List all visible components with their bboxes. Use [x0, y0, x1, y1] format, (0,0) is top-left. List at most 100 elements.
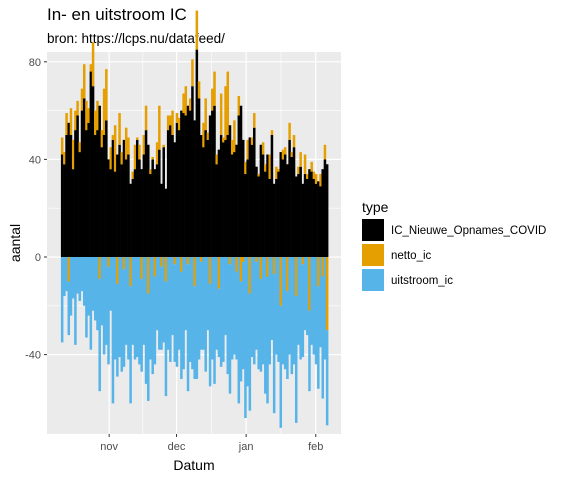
bar-netto_ic: [74, 110, 77, 131]
bar-netto_ic: [138, 144, 141, 160]
bar-netto_ic: [82, 64, 86, 99]
bar-uitstroom_ic: [182, 257, 185, 370]
bar-netto_ic: [292, 135, 296, 148]
bar-uitstroom_ic: [98, 278, 101, 392]
bar-netto_ic: [253, 113, 256, 128]
bar-IC_Nieuwe_Opnames_COVID: [228, 125, 232, 258]
bar-IC_Nieuwe_Opnames_COVID: [67, 122, 71, 257]
bar-uitstroom_ic: [230, 257, 234, 360]
bar-netto_ic: [122, 257, 126, 270]
bar-uitstroom_ic: [122, 269, 126, 367]
bar-netto_ic: [191, 59, 194, 87]
bar-IC_Nieuwe_Opnames_COVID: [325, 164, 329, 257]
bar-uitstroom_ic: [82, 257, 86, 306]
bar-IC_Nieuwe_Opnames_COVID: [63, 164, 66, 257]
bar-IC_Nieuwe_Opnames_COVID: [317, 181, 320, 257]
bar-netto_ic: [277, 169, 280, 172]
bar-uitstroom_ic: [319, 257, 322, 348]
bar-IC_Nieuwe_Opnames_COVID: [118, 144, 121, 257]
bar-uitstroom_ic: [257, 257, 260, 370]
bar-IC_Nieuwe_Opnames_COVID: [186, 105, 190, 257]
bar-netto_ic: [226, 71, 230, 135]
bar-IC_Nieuwe_Opnames_COVID: [206, 139, 210, 257]
bar-uitstroom_ic: [237, 257, 241, 404]
bar-netto_ic: [131, 171, 135, 179]
bar-netto_ic: [250, 137, 254, 145]
bar-IC_Nieuwe_Opnames_COVID: [169, 125, 172, 258]
bar-IC_Nieuwe_Opnames_COVID: [193, 120, 196, 257]
legend-title: type: [362, 199, 389, 215]
bar-IC_Nieuwe_Opnames_COVID: [217, 149, 221, 257]
bar-netto_ic: [158, 105, 161, 150]
bar-IC_Nieuwe_Opnames_COVID: [98, 105, 101, 257]
bar-uitstroom_ic: [140, 278, 143, 372]
legend-label: IC_Nieuwe_Opnames_COVID: [391, 225, 546, 237]
bar-netto_ic: [124, 127, 128, 160]
bar-uitstroom_ic: [281, 257, 285, 365]
bar-netto_ic: [151, 156, 154, 160]
bar-netto_ic: [294, 257, 298, 297]
bar-IC_Nieuwe_Opnames_COVID: [259, 144, 263, 257]
bar-netto_ic: [206, 132, 210, 140]
bar-IC_Nieuwe_Opnames_COVID: [281, 159, 285, 257]
bar-uitstroom_ic: [268, 257, 271, 365]
bar-netto_ic: [160, 257, 163, 267]
bar-netto_ic: [102, 88, 106, 135]
bar-netto_ic: [204, 98, 207, 131]
bar-IC_Nieuwe_Opnames_COVID: [264, 171, 267, 257]
bar-netto_ic: [195, 10, 199, 50]
bar-IC_Nieuwe_Opnames_COVID: [226, 135, 230, 257]
bar-IC_Nieuwe_Opnames_COVID: [147, 144, 150, 257]
bar-IC_Nieuwe_Opnames_COVID: [94, 135, 97, 257]
bar-uitstroom_ic: [197, 257, 201, 360]
bar-netto_ic: [76, 100, 79, 116]
bar-netto_ic: [317, 257, 320, 287]
legend: type IC_Nieuwe_Opnames_COVID netto_icuits…: [362, 199, 546, 291]
bar-uitstroom_ic: [206, 257, 210, 331]
bar-IC_Nieuwe_Opnames_COVID: [184, 115, 188, 257]
bar-IC_Nieuwe_Opnames_COVID: [74, 130, 77, 257]
bar-uitstroom_ic: [69, 257, 73, 316]
bar-netto_ic: [63, 152, 66, 165]
bar-netto_ic: [164, 257, 168, 282]
bar-IC_Nieuwe_Opnames_COVID: [113, 171, 117, 257]
bar-IC_Nieuwe_Opnames_COVID: [275, 178, 278, 257]
bar-netto_ic: [96, 100, 99, 131]
bar-uitstroom_ic: [188, 257, 192, 362]
bar-netto_ic: [244, 161, 247, 175]
bar-netto_ic: [303, 154, 307, 175]
bar-uitstroom_ic: [250, 257, 254, 358]
bar-netto_ic: [197, 81, 201, 99]
bar-IC_Nieuwe_Opnames_COVID: [76, 115, 79, 257]
bar-IC_Nieuwe_Opnames_COVID: [177, 130, 181, 257]
bar-uitstroom_ic: [177, 257, 181, 350]
bar-uitstroom_ic: [89, 257, 93, 350]
bar-uitstroom_ic: [166, 257, 170, 350]
bar-uitstroom_ic: [60, 257, 64, 343]
bar-uitstroom_ic: [264, 257, 267, 394]
bar-netto_ic: [105, 69, 108, 121]
bar-netto_ic: [211, 88, 214, 111]
bar-netto_ic: [69, 108, 73, 135]
bar-uitstroom_ic: [111, 257, 115, 404]
bar-uitstroom_ic: [266, 276, 269, 404]
bar-netto_ic: [89, 64, 93, 72]
legend-key-uitstroom_ic: [362, 269, 384, 291]
bar-uitstroom_ic: [155, 257, 159, 331]
bar-uitstroom_ic: [65, 257, 68, 292]
bar-uitstroom_ic: [118, 257, 121, 358]
bar-netto_ic: [272, 257, 276, 275]
bar-IC_Nieuwe_Opnames_COVID: [89, 71, 93, 257]
bar-netto_ic: [180, 257, 183, 272]
bar-netto_ic: [188, 98, 192, 111]
bar-netto_ic: [135, 137, 139, 140]
bar-IC_Nieuwe_Opnames_COVID: [230, 154, 234, 257]
bar-IC_Nieuwe_Opnames_COVID: [162, 147, 165, 257]
bar-netto_ic: [184, 86, 188, 116]
bar-uitstroom_ic: [191, 257, 194, 370]
bar-uitstroom_ic: [323, 257, 327, 360]
bar-netto_ic: [219, 93, 223, 135]
chart-title: In- en uitstroom IC: [47, 5, 187, 24]
bar-IC_Nieuwe_Opnames_COVID: [202, 147, 205, 257]
bar-IC_Nieuwe_Opnames_COVID: [253, 127, 256, 258]
